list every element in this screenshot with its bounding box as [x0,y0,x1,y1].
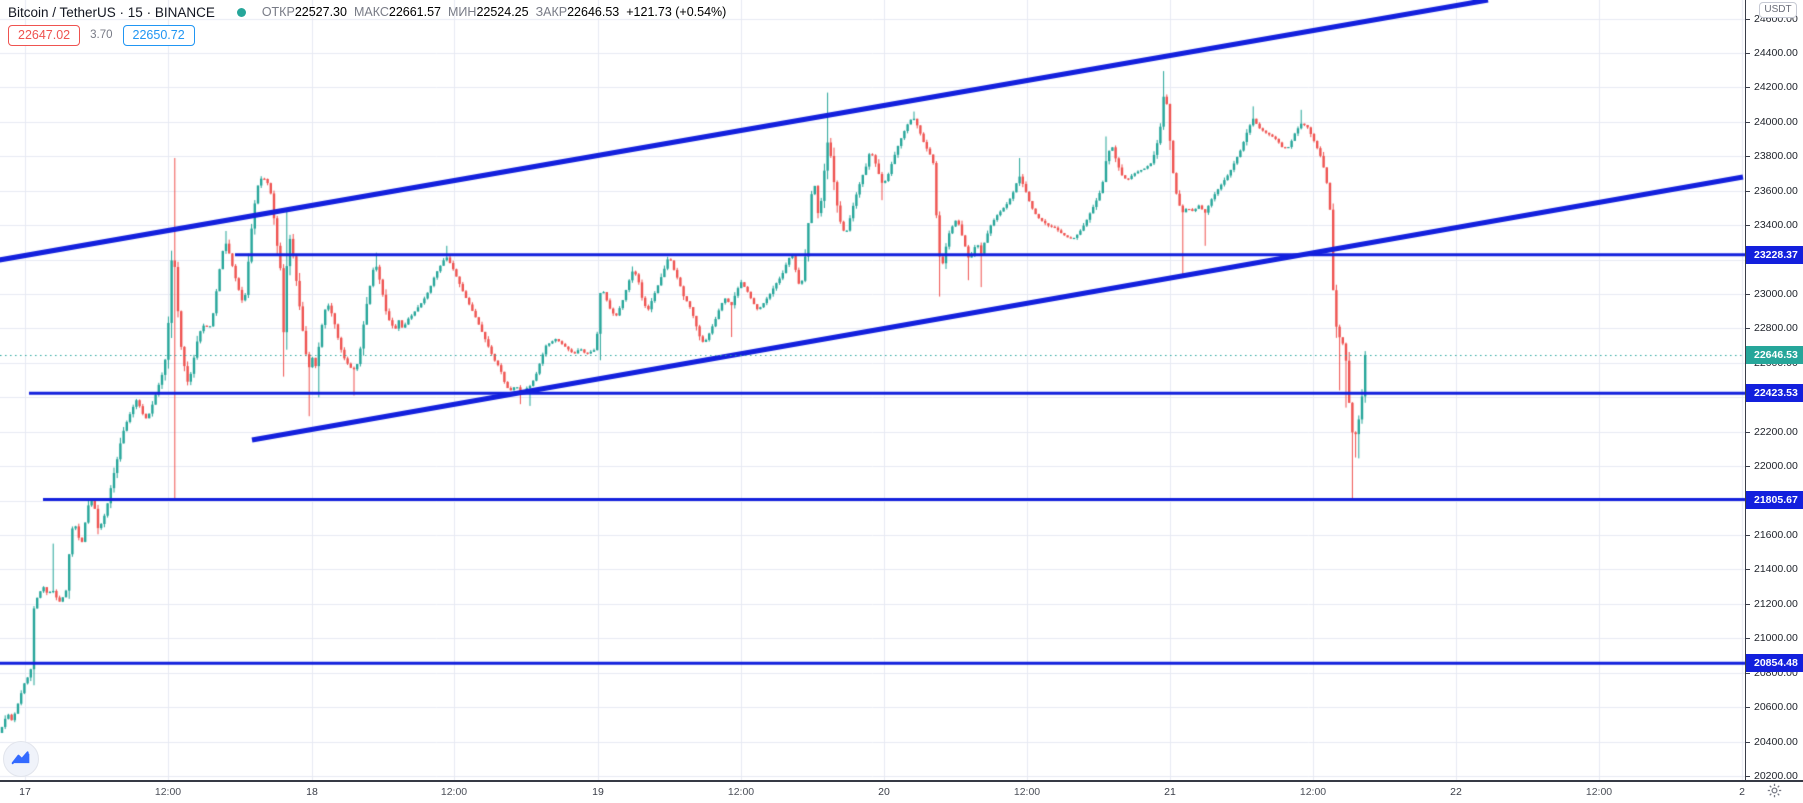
low-value: 22524.25 [476,5,529,19]
price-tick-label: 21600.00 [1746,529,1803,541]
quote-buttons-row: 22647.02 3.70 22650.72 [8,24,733,46]
time-tick-label: 18 [306,786,318,798]
time-tick-label: 2 [1739,786,1745,798]
symbol-title[interactable]: Bitcoin / TetherUS · 15 · BINANCE [8,4,215,20]
open-value: 22527.30 [294,5,347,19]
close-value: 22646.53 [567,5,620,19]
price-tick-label: 23600.00 [1746,185,1803,197]
price-tick-label: 21000.00 [1746,632,1803,644]
price-line-badge: 21805.67 [1746,490,1803,509]
time-tick-label: 21 [1164,786,1176,798]
price-tick-label: 24400.00 [1746,47,1803,59]
price-tick-label: 20200.00 [1746,770,1803,782]
price-tick-label: 20400.00 [1746,736,1803,748]
time-scale[interactable]: 17 12:00 18 12:00 19 12:00 20 12:00 21 12:00 22 12:… [0,780,1803,803]
time-tick-label: 12:00 [727,786,755,798]
price-tick-label: 24000.00 [1746,116,1803,128]
price-line-badge: 23228.37 [1746,245,1803,264]
high-value: 22661.57 [388,5,442,19]
tradingview-logo-icon [11,751,30,765]
price-tick-label: 20600.00 [1746,701,1803,713]
price-tick-label: 23000.00 [1746,288,1803,300]
tradingview-logo[interactable] [3,741,39,777]
price-tick-label: 22200.00 [1746,426,1803,438]
gear-icon [1767,783,1782,798]
legend-symbol-row: Bitcoin / TetherUS · 15 · BINANCE ОТКР22… [8,3,733,21]
time-tick-label: 12:00 [440,786,468,798]
time-tick-label: 12:00 [1013,786,1041,798]
currency-toggle-button[interactable]: USDT [1759,2,1797,18]
price-tick-label: 23400.00 [1746,219,1803,231]
time-tick-label: 17 [19,786,31,798]
high-label: МАКС [353,5,389,19]
price-tick-label: 24200.00 [1746,81,1803,93]
price-scale[interactable]: USDT 20200.00 20400.00 20600.00 20800.00 210… [1745,0,1803,782]
time-tick-label: 12:00 [154,786,182,798]
current-price-badge: 22646.53 [1746,345,1803,364]
time-tick-label: 12:00 [1585,786,1613,798]
price-tick-label: 21200.00 [1746,598,1803,610]
price-tick-label: 21400.00 [1746,563,1803,575]
sell-price-button[interactable]: 22647.02 [8,24,81,46]
price-tick-label: 22000.00 [1746,460,1803,472]
time-tick-label: 20 [878,786,890,798]
open-label: ОТКР [261,5,295,19]
chart-legend: Bitcoin / TetherUS · 15 · BINANCE ОТКР22… [8,3,733,46]
price-tick-label: 22800.00 [1746,322,1803,334]
buy-price-button[interactable]: 22650.72 [122,24,195,46]
price-tick-label: 23800.00 [1746,150,1803,162]
time-tick-label: 12:00 [1299,786,1327,798]
time-tick-label: 22 [1450,786,1462,798]
time-tick-label: 19 [592,786,604,798]
close-label: ЗАКР [535,5,568,19]
price-line-badge: 22423.53 [1746,384,1803,403]
spread-value: 3.70 [90,29,113,41]
ohlc-readout: ОТКР22527.30 МАКС22661.57 МИН22524.25 ЗАКР2… [262,5,734,19]
market-status-dot [236,7,246,17]
timescale-settings-button[interactable] [1766,782,1783,799]
low-label: МИН [448,5,477,19]
candlestick-chart-canvas[interactable] [0,0,1745,780]
price-line-badge: 20854.48 [1746,654,1803,673]
change-value: +121.73 (+0.54%) [626,5,727,19]
